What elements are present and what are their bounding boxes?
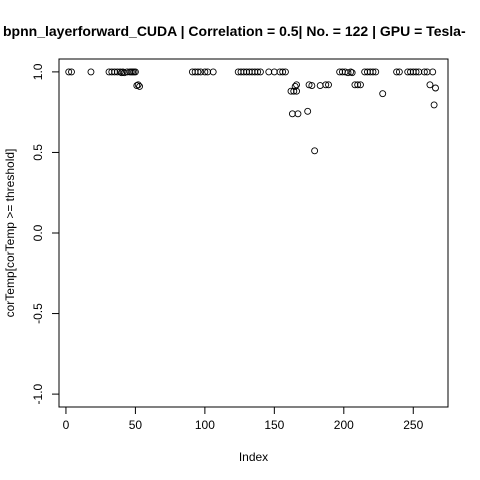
data-point — [119, 68, 127, 76]
data-point — [357, 81, 364, 89]
data-point — [194, 68, 202, 76]
data-point — [420, 68, 428, 76]
data-point — [134, 81, 142, 89]
data-point — [254, 68, 262, 76]
y-axis: -1.0 -0.5 0.0 0.5 1.0 — [31, 63, 60, 404]
y-tick-label: -1.0 — [31, 383, 45, 404]
data-point — [133, 82, 141, 90]
data-point — [136, 82, 144, 90]
data-point — [393, 68, 401, 76]
data-point — [432, 84, 439, 92]
x-tick-label: 250 — [403, 418, 423, 432]
data-point — [256, 68, 264, 76]
data-point — [395, 68, 403, 76]
plot-frame — [58, 58, 449, 408]
data-point — [209, 68, 217, 76]
data-point — [348, 69, 356, 77]
x-axis-label: Index — [239, 450, 268, 464]
data-point — [311, 147, 319, 155]
y-tick-label: 1.0 — [31, 63, 45, 80]
data-point — [354, 81, 362, 89]
x-tick-label: 50 — [129, 418, 143, 432]
y-axis-label: corTemp[corTemp >= threshold] — [3, 149, 17, 318]
data-point — [412, 68, 420, 76]
data-point — [325, 81, 332, 89]
data-point — [279, 68, 287, 76]
data-point — [291, 82, 299, 90]
data-point — [68, 68, 75, 76]
data-point — [304, 107, 312, 115]
data-point — [322, 81, 330, 89]
data-point — [293, 81, 301, 89]
data-point — [369, 68, 377, 76]
data-point — [308, 82, 316, 90]
data-point — [116, 68, 124, 76]
data-point — [201, 68, 209, 76]
data-point — [344, 69, 352, 77]
data-point — [65, 68, 73, 76]
data-point — [87, 68, 95, 76]
data-point — [288, 110, 296, 118]
data-point — [316, 82, 324, 90]
chart-title: bpnn_layerforward_CUDA | Correlation = 0… — [3, 23, 466, 39]
x-tick-label: 150 — [264, 418, 284, 432]
x-tick-label: 100 — [195, 418, 215, 432]
data-point — [131, 68, 139, 76]
data-point — [426, 81, 434, 89]
data-point — [197, 68, 205, 76]
data-point — [347, 68, 355, 76]
data-point — [429, 68, 437, 76]
x-axis: 0 50 100 150 200 250 — [63, 406, 424, 432]
y-tick-label: 0.5 — [31, 144, 45, 161]
data-point — [379, 90, 387, 98]
data-point — [294, 110, 302, 118]
x-tick-label: 0 — [63, 418, 70, 432]
data-points — [65, 68, 439, 155]
x-tick-label: 200 — [334, 418, 354, 432]
data-point — [270, 68, 278, 76]
data-point — [265, 68, 273, 76]
y-tick-label: -0.5 — [31, 303, 45, 324]
data-point — [372, 68, 380, 76]
data-point — [305, 81, 313, 89]
data-point — [430, 101, 438, 109]
data-point — [282, 68, 289, 76]
data-point — [290, 87, 298, 95]
y-tick-label: 0.0 — [31, 224, 45, 241]
